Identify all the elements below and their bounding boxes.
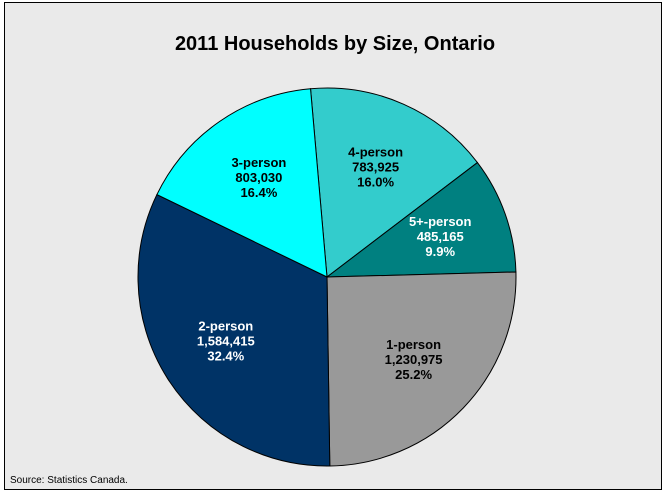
slice-label: 4-person 783,925 16.0% bbox=[348, 144, 403, 189]
slice-label-value: 1,584,415 bbox=[197, 334, 255, 349]
pie-slice-1-person bbox=[326, 271, 517, 467]
slice-label-percent: 32.4% bbox=[207, 349, 244, 364]
slice-label-percent: 16.4% bbox=[240, 185, 277, 200]
slice-label-name: 1-person bbox=[386, 337, 441, 352]
slice-label-value: 485,165 bbox=[417, 229, 464, 244]
pie-slice-2-person bbox=[137, 193, 331, 467]
slice-label: 1-person 1,230,975 25.2% bbox=[385, 337, 443, 382]
slice-label: 3-person 803,030 16.4% bbox=[231, 155, 286, 200]
slice-label-name: 2-person bbox=[198, 319, 253, 334]
slice-label-percent: 25.2% bbox=[395, 367, 432, 382]
slice-label-name: 3-person bbox=[231, 155, 286, 170]
chart-title: 2011 Households by Size, Ontario bbox=[174, 33, 496, 55]
slice-label-name: 5+-person bbox=[409, 214, 472, 229]
slice-label-value: 803,030 bbox=[235, 170, 282, 185]
pie-slice-3-person bbox=[156, 88, 328, 278]
slice-label-value: 783,925 bbox=[352, 159, 399, 174]
slice-label-percent: 16.0% bbox=[357, 174, 394, 189]
slice-label: 5+-person 485,165 9.9% bbox=[409, 214, 472, 259]
slice-label-percent: 9.9% bbox=[425, 244, 455, 259]
slice-label: 2-person 1,584,415 32.4% bbox=[197, 319, 255, 364]
slice-label-value: 1,230,975 bbox=[385, 352, 443, 367]
slice-label-name: 4-person bbox=[348, 144, 403, 159]
pie-slice-5-person bbox=[325, 161, 517, 278]
source-note: Source: Statistics Canada. bbox=[10, 475, 128, 486]
pie-slice-4-person bbox=[309, 87, 479, 278]
